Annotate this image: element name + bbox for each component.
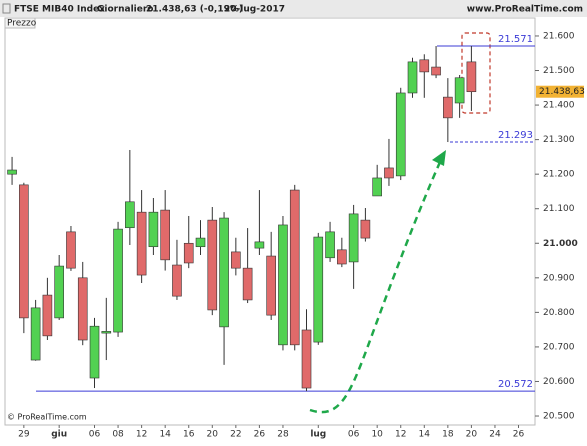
candle-body bbox=[360, 219, 371, 239]
candle-body bbox=[301, 329, 312, 389]
x-tick-label: 29 bbox=[18, 430, 30, 440]
x-tick-label: 22 bbox=[230, 430, 241, 440]
x-tick-label: lug bbox=[310, 430, 326, 440]
candle-body bbox=[183, 242, 194, 264]
arrow-head bbox=[432, 150, 446, 166]
candle-body bbox=[313, 236, 324, 343]
candle-body bbox=[125, 201, 135, 229]
x-tick-label: 26 bbox=[254, 430, 266, 440]
y-tick-label: 21.500 bbox=[543, 66, 575, 76]
period: Giornaliero bbox=[97, 5, 153, 15]
candle-body bbox=[101, 331, 112, 334]
x-tick-label: 08 bbox=[112, 430, 124, 440]
candle-body bbox=[219, 217, 229, 328]
x-tick-label: 20 bbox=[207, 430, 219, 440]
candle-body bbox=[148, 211, 159, 248]
date: 20-lug-2017 bbox=[224, 5, 285, 15]
copyright: © ProRealTime.com bbox=[7, 413, 87, 422]
candle-body bbox=[7, 169, 17, 175]
candle-body bbox=[195, 237, 206, 248]
candle-body bbox=[266, 255, 276, 316]
highlight-box bbox=[461, 32, 491, 114]
candle-body bbox=[372, 177, 382, 197]
candle-body bbox=[348, 213, 359, 263]
last-quote: 21.438,63 (-0,19%) bbox=[146, 5, 243, 15]
candle-body bbox=[431, 66, 441, 76]
candle-body bbox=[325, 231, 335, 259]
candle-body bbox=[160, 209, 170, 261]
candle-body bbox=[384, 167, 394, 179]
y-tick-label: 21.200 bbox=[543, 170, 575, 180]
y-tick-label: 21.400 bbox=[543, 101, 575, 111]
y-tick-label: 20.500 bbox=[543, 412, 575, 422]
last-price-label: 21.438,63 bbox=[539, 87, 585, 97]
x-tick-label: 14 bbox=[159, 430, 171, 440]
x-tick-label: 20 bbox=[466, 430, 478, 440]
candle-body bbox=[289, 189, 300, 346]
candle-body bbox=[136, 211, 147, 276]
candle-body bbox=[89, 325, 100, 379]
last-price-box bbox=[536, 85, 584, 98]
candle-body bbox=[54, 265, 64, 319]
x-tick-label: 12 bbox=[136, 430, 147, 440]
x-tick-label: 06 bbox=[89, 430, 101, 440]
candle-body bbox=[172, 264, 182, 297]
y-label: Prezzo bbox=[7, 19, 37, 29]
x-tick-label: 10 bbox=[371, 430, 383, 440]
x-tick-label: 18 bbox=[442, 430, 454, 440]
candle-body bbox=[337, 249, 347, 265]
x-tick-label: 06 bbox=[348, 430, 360, 440]
y-tick-label: 20.900 bbox=[543, 273, 575, 283]
candle-body bbox=[66, 231, 76, 269]
candle-body bbox=[407, 61, 418, 94]
level-label: 21.293 bbox=[498, 130, 533, 141]
y-tick-label: 20.700 bbox=[543, 342, 575, 352]
candle-body bbox=[207, 219, 218, 311]
plot-frame bbox=[4, 17, 536, 426]
candle-body bbox=[395, 92, 406, 177]
chart-title: FTSE MIB40 Index bbox=[14, 5, 105, 15]
trend-arrow bbox=[309, 161, 442, 414]
x-tick-label: 24 bbox=[489, 430, 501, 440]
candle-body bbox=[254, 241, 265, 249]
y-tick-label: 20.800 bbox=[543, 308, 575, 318]
candle-body bbox=[19, 184, 29, 319]
candle-body bbox=[231, 251, 241, 269]
candle-body bbox=[454, 77, 465, 104]
candle-body bbox=[77, 277, 88, 341]
candle-body bbox=[278, 224, 288, 346]
y-tick-label: 21.000 bbox=[543, 239, 578, 249]
y-tick-label: 21.100 bbox=[543, 204, 575, 214]
y-tick-label: 21.600 bbox=[543, 31, 575, 41]
x-tick-label: 16 bbox=[183, 430, 195, 440]
candle-body bbox=[113, 228, 123, 333]
x-tick-label: 28 bbox=[277, 430, 289, 440]
candle-body bbox=[443, 96, 453, 119]
candle-body bbox=[30, 307, 41, 361]
y-tick-label: 21.300 bbox=[543, 135, 575, 145]
x-tick-label: 14 bbox=[419, 430, 431, 440]
level-label: 21.571 bbox=[498, 34, 533, 45]
y-label-box bbox=[4, 17, 36, 29]
candle-body bbox=[419, 59, 430, 73]
header-bar bbox=[0, 0, 587, 17]
source: www.ProRealTime.com bbox=[467, 5, 583, 15]
level-label: 20.572 bbox=[498, 379, 533, 390]
y-tick-label: 20.600 bbox=[543, 377, 575, 387]
candle-body bbox=[466, 61, 477, 93]
x-tick-label: 12 bbox=[395, 430, 406, 440]
x-tick-label: giu bbox=[51, 430, 67, 440]
candle-body bbox=[42, 294, 53, 337]
header-icon bbox=[2, 3, 11, 14]
candle-body bbox=[242, 267, 253, 301]
x-tick-label: 26 bbox=[513, 430, 525, 440]
